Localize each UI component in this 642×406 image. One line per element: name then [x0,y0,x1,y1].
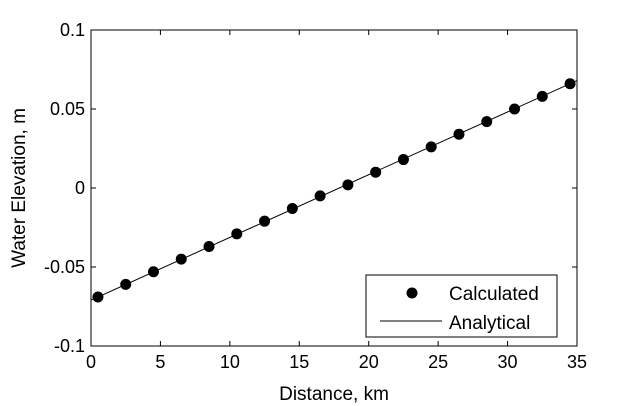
calculated-point [564,78,576,90]
calculated-point [175,253,187,265]
y-tick-label: 0.1 [60,20,85,40]
legend: Calculated Analytical [365,274,558,338]
x-tick-label: 30 [498,352,518,372]
legend-box [365,274,558,338]
x-tick-label: 35 [567,352,587,372]
legend-label-calculated: Calculated [449,284,539,305]
calculated-point [397,154,409,166]
legend-label-analytical: Analytical [449,313,530,334]
y-tick-label: 0.05 [50,99,85,119]
calculated-point [231,228,243,240]
y-tick-label: 0 [75,178,85,198]
calculated-point [509,103,521,115]
x-tick-label: 10 [220,352,240,372]
calculated-point [259,215,271,227]
x-axis-title: Distance, km [279,384,389,405]
calculated-point [92,291,104,303]
axis-ticks [90,29,578,347]
x-tick-label: 0 [86,352,96,372]
calculated-point [147,266,159,278]
calculated-point [536,90,548,102]
y-axis-title: Water Elevation, m [9,108,30,268]
calculated-point [342,179,354,191]
calculated-point [203,240,215,252]
legend-marker-calculated [406,287,418,299]
analytical-line [90,80,578,301]
x-tick-label: 15 [289,352,309,372]
x-tick-label: 5 [155,352,165,372]
calculated-point [453,128,465,140]
calculated-point [120,278,132,290]
calculated-point [286,203,298,215]
x-tick-label: 25 [428,352,448,372]
tick-labels: 0 5 10 15 20 25 30 35 -0.1 -0.05 0 0.05 0.1 [44,20,587,372]
calculated-point [425,141,437,153]
x-tick-label: 20 [359,352,379,372]
calculated-point [481,116,493,128]
y-tick-label: -0.1 [54,336,85,356]
calculated-point [314,190,326,202]
calculated-point [370,166,382,178]
y-tick-label: -0.05 [44,257,85,277]
calculated-markers [92,78,576,303]
